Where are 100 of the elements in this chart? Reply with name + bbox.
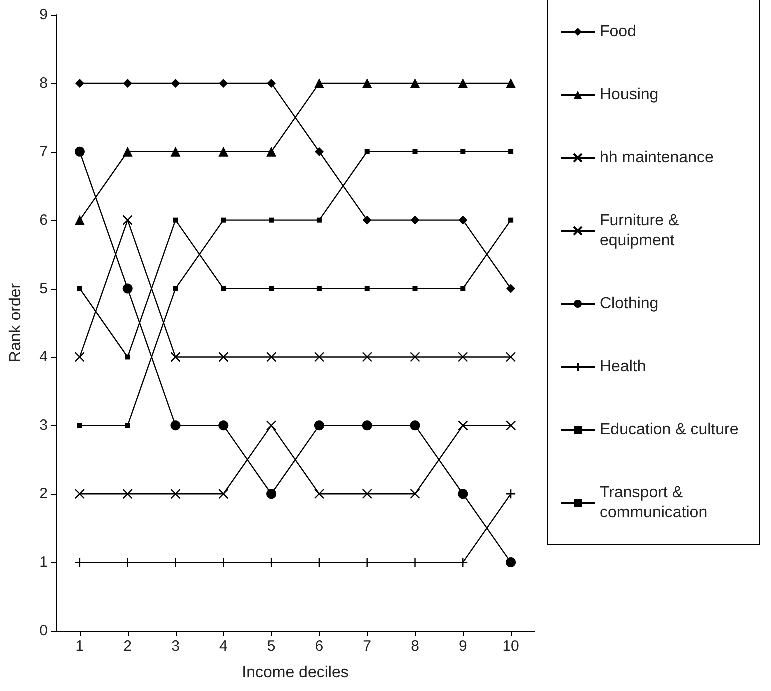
y-tick-label: 4: [40, 348, 48, 366]
point: [314, 147, 324, 156]
point: [506, 284, 516, 294]
point: [364, 286, 370, 292]
point: [458, 420, 468, 431]
y-tick-label: 8: [40, 74, 48, 92]
point: [269, 286, 274, 292]
point: [314, 352, 325, 362]
point: [122, 489, 133, 500]
point: [458, 352, 468, 362]
point: [221, 286, 226, 292]
point: [170, 420, 181, 431]
point: [125, 354, 130, 360]
point: [122, 146, 133, 157]
point: [74, 557, 86, 568]
point: [458, 78, 468, 88]
point: [123, 78, 132, 88]
point: [218, 352, 229, 362]
x-tick-label: 9: [458, 638, 468, 655]
point: [508, 218, 514, 223]
y-axis-title: Rank order: [8, 282, 24, 363]
y-tick-label: 5: [40, 280, 48, 298]
point: [218, 420, 229, 431]
y-tick-label: 3: [40, 417, 48, 434]
point: [506, 420, 516, 431]
point: [267, 78, 276, 88]
point: [218, 146, 229, 157]
x-tick-label: 3: [172, 638, 180, 655]
point: [266, 146, 277, 157]
point: [170, 489, 181, 500]
point: [506, 78, 516, 88]
point: [460, 286, 466, 292]
legend-label: Food: [600, 24, 636, 40]
y-tick-label: 2: [40, 486, 48, 503]
legend-label: Housing: [600, 86, 659, 104]
point: [170, 146, 181, 157]
x-tick-label: 8: [411, 638, 420, 655]
point: [122, 284, 133, 294]
x-tick-label: 7: [363, 638, 372, 655]
point: [125, 423, 130, 428]
point: [362, 216, 372, 225]
point: [410, 352, 420, 362]
point: [458, 216, 468, 225]
point: [221, 218, 226, 223]
point: [170, 352, 181, 362]
legend-label: Education & culture: [600, 422, 739, 438]
point: [410, 420, 420, 431]
legend-label: Health: [600, 358, 646, 376]
y-tick-label: 6: [40, 212, 48, 229]
point: [410, 216, 420, 225]
point: [74, 489, 86, 500]
point: [74, 352, 86, 362]
legend-label: hh maintenance: [600, 150, 714, 166]
point: [314, 489, 325, 500]
point: [316, 218, 322, 223]
legend-label: Clothing: [600, 296, 659, 312]
point: [77, 286, 82, 292]
point: [314, 420, 324, 431]
point: [173, 286, 178, 292]
y-tick-label: 7: [40, 143, 48, 160]
point: [269, 218, 274, 223]
point: [74, 215, 85, 226]
point: [506, 558, 516, 568]
x-tick-label: 1: [76, 638, 84, 655]
point: [75, 78, 84, 88]
x-tick-label: 4: [219, 638, 228, 655]
y-tick-label: 9: [40, 6, 48, 24]
point: [314, 78, 324, 88]
point: [171, 78, 180, 88]
point: [458, 489, 468, 500]
y-tick-label: 0: [40, 622, 48, 640]
point: [218, 489, 229, 500]
x-tick-label: 10: [502, 638, 520, 655]
point: [506, 489, 516, 500]
x-tick-label: 6: [315, 638, 324, 655]
point: [122, 215, 133, 226]
x-tick-label: 2: [124, 638, 132, 655]
point: [506, 352, 516, 362]
point: [362, 352, 372, 362]
point: [74, 146, 85, 157]
point: [508, 149, 514, 154]
legend-label: Transport & communication: [600, 484, 708, 522]
point: [316, 286, 322, 292]
point: [362, 489, 372, 500]
point: [364, 149, 370, 154]
point: [77, 423, 82, 428]
y-tick-label: 1: [40, 554, 48, 572]
point: [266, 489, 277, 500]
point: [410, 78, 420, 88]
x-tick-label: 5: [267, 638, 276, 655]
point: [266, 420, 277, 431]
point: [410, 489, 420, 500]
point: [266, 352, 277, 362]
point: [412, 286, 418, 292]
point: [362, 78, 372, 88]
point: [173, 218, 178, 223]
point: [219, 78, 228, 88]
point: [362, 420, 372, 431]
legend-label: Furniture & equipment: [600, 212, 684, 250]
x-axis-title: Income deciles: [242, 664, 349, 682]
